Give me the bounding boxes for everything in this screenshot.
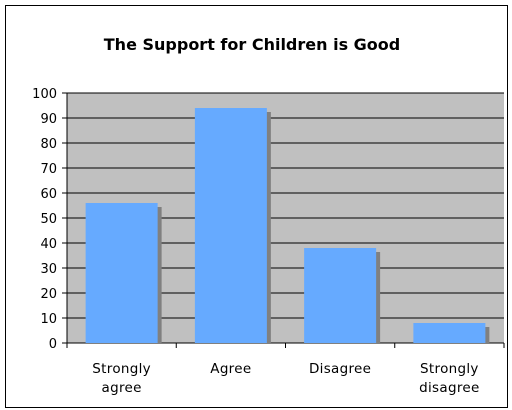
y-tick-label: 40 [40,237,57,252]
y-tick-label: 80 [40,137,57,152]
bar [413,323,486,343]
x-tick-label: Agree [210,361,251,377]
y-tick-label: 60 [40,187,57,202]
chart-title: The Support for Children is Good [104,35,400,54]
y-tick-label: 0 [49,337,57,352]
y-tick-label: 50 [40,212,57,227]
y-tick-label: 90 [40,112,57,127]
y-tick-label: 100 [32,87,57,102]
x-tick-label: Strongly [92,361,151,377]
x-tick-label: Disagree [309,361,371,377]
y-tick-label: 70 [40,162,57,177]
bar [194,108,267,343]
y-tick-label: 10 [40,312,57,327]
x-tick-label: agree [102,380,142,396]
bar [304,248,377,343]
bar [85,203,158,343]
x-tick-label: disagree [419,380,479,396]
y-tick-label: 30 [40,262,57,277]
x-tick-label: Strongly [420,361,479,377]
y-tick-label: 20 [40,287,57,302]
